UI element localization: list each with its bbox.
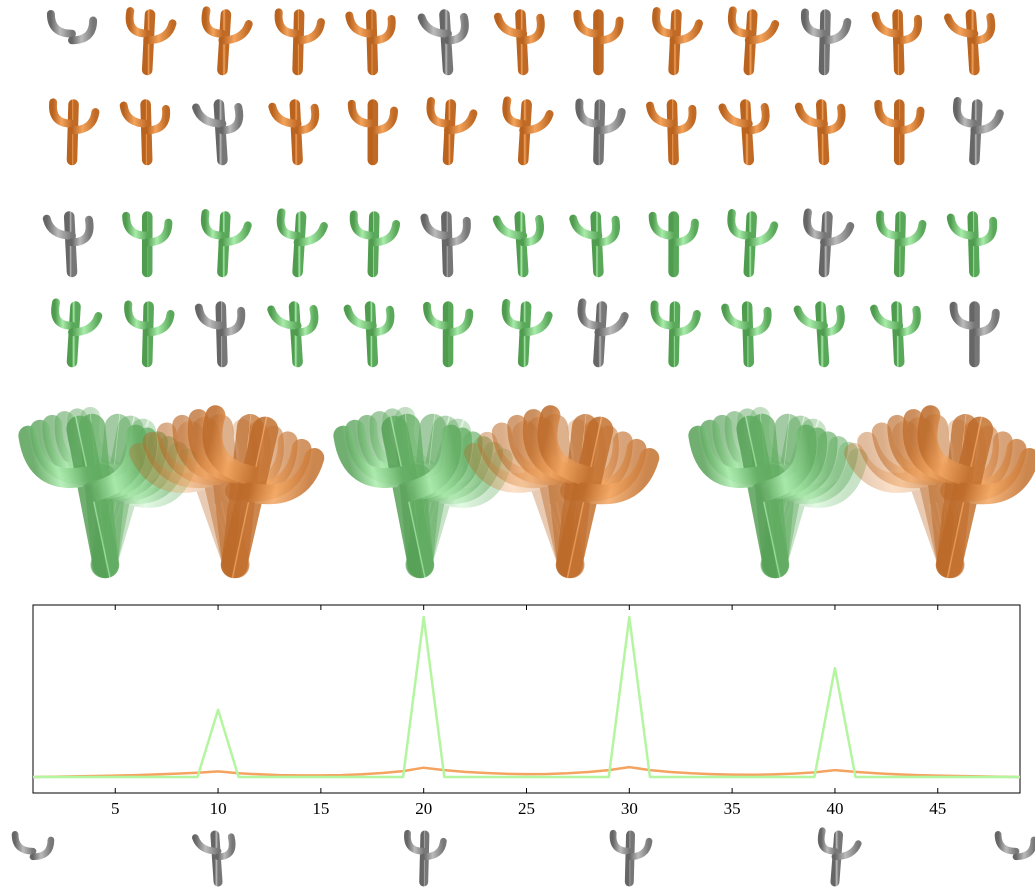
x-tick-label: 5 <box>111 799 120 818</box>
cactus-icon <box>333 415 462 579</box>
cactus-icon <box>267 301 319 368</box>
cactus-icon <box>501 299 553 368</box>
cactus-icon <box>721 301 772 368</box>
x-tick-label: 35 <box>724 799 741 818</box>
cactus-icon <box>874 99 925 166</box>
cactus-icon <box>125 7 177 76</box>
overlay-3-orange <box>844 405 1035 579</box>
gray-cactus-keyframe-icon <box>949 301 1000 368</box>
gray-cactus-keyframe-icon <box>800 8 852 76</box>
cactus-icon <box>124 300 175 368</box>
x-tick-label: 20 <box>415 799 432 818</box>
gray-cactus-keyframe-icon <box>577 298 629 368</box>
cactus-icon <box>426 97 478 166</box>
cactus-icon <box>794 99 846 166</box>
x-tick-label: 45 <box>929 799 946 818</box>
cactus-icon <box>492 211 544 278</box>
keyframe-markers <box>11 827 1035 887</box>
chart-series <box>32 615 1021 779</box>
gray-cactus-keyframe-icon <box>417 9 469 76</box>
cactus-icon <box>51 298 103 368</box>
gray-cactus-keyframe-icon <box>46 9 98 76</box>
orange-row-1 <box>46 6 996 76</box>
gray-cactus-keyframe-icon <box>42 211 94 278</box>
cactus-icon <box>648 211 699 278</box>
gray-cactus-keyframe-icon <box>817 827 862 887</box>
gray-cactus-keyframe-icon <box>192 99 244 166</box>
overlay-2-orange <box>464 405 660 579</box>
gray-cactus-keyframe-icon <box>420 211 471 278</box>
gray-cactus-keyframe-icon <box>575 98 626 166</box>
cactus-icon <box>119 99 171 166</box>
gray-cactus-keyframe-icon <box>952 97 1004 166</box>
overlay-1-green <box>18 406 198 579</box>
cactus-icon <box>345 9 396 76</box>
cactus-icon <box>122 211 173 278</box>
green-row-1 <box>42 208 998 278</box>
x-tick-label: 15 <box>312 799 329 818</box>
cactus-icon <box>537 405 660 579</box>
cactus-icon <box>200 209 252 278</box>
cactus-icon <box>268 99 320 166</box>
cactus-icon <box>493 9 545 76</box>
gray-cactus-keyframe-icon <box>191 830 236 887</box>
cactus-icon <box>276 208 328 278</box>
cactus-icon <box>870 301 921 368</box>
chart-frame <box>32 604 1021 794</box>
series-line-green <box>33 615 1020 779</box>
series-line-orange <box>32 765 1021 779</box>
cactus-icon <box>946 211 998 278</box>
gray-cactus-keyframe-icon <box>609 829 653 887</box>
chart-x-axis: 5 10 15 20 25 30 35 40 45 <box>111 605 946 818</box>
cactus-icon <box>569 211 620 278</box>
overlay-1-orange <box>129 405 325 579</box>
cactus-icon <box>793 301 845 368</box>
overlay-3-green <box>688 406 868 579</box>
cactus-icon <box>349 210 401 278</box>
cactus-icon <box>650 300 701 368</box>
x-tick-label: 30 <box>621 799 638 818</box>
cactus-icon <box>871 9 923 76</box>
cactus-icon <box>727 6 780 76</box>
green-row-2 <box>51 298 1000 368</box>
cactus-icon <box>917 405 1035 579</box>
gray-cactus-keyframe-icon <box>803 208 855 278</box>
cactus-icon <box>49 98 100 166</box>
cactus-icon <box>347 99 398 166</box>
cactus-icon <box>201 6 253 76</box>
cactus-icon <box>343 301 395 368</box>
overlay-composites <box>18 405 1035 579</box>
gray-cactus-keyframe-icon <box>404 829 447 887</box>
gray-cactus-keyframe-icon <box>11 830 55 887</box>
x-tick-label: 25 <box>518 799 535 818</box>
cactus-icon <box>423 301 474 368</box>
orange-row-2 <box>49 96 1004 166</box>
thumbnail-rows <box>42 6 1004 368</box>
cactus-icon <box>718 99 770 166</box>
cactus-icon <box>688 415 817 579</box>
x-tick-label: 10 <box>210 799 227 818</box>
cactus-icon <box>646 99 697 166</box>
cactus-icon <box>944 9 996 76</box>
cactus-icon <box>727 209 779 278</box>
cactus-icon <box>502 96 554 166</box>
cactus-icon <box>573 9 624 76</box>
gray-cactus-keyframe-icon <box>994 830 1035 887</box>
chart: 5 10 15 20 25 30 35 40 45 <box>32 604 1021 818</box>
cactus-icon <box>652 7 703 76</box>
cactus-icon <box>876 210 927 278</box>
cactus-icon <box>202 405 325 579</box>
x-tick-label: 40 <box>826 799 843 818</box>
gray-cactus-keyframe-icon <box>194 301 246 368</box>
cactus-icon <box>274 8 325 76</box>
